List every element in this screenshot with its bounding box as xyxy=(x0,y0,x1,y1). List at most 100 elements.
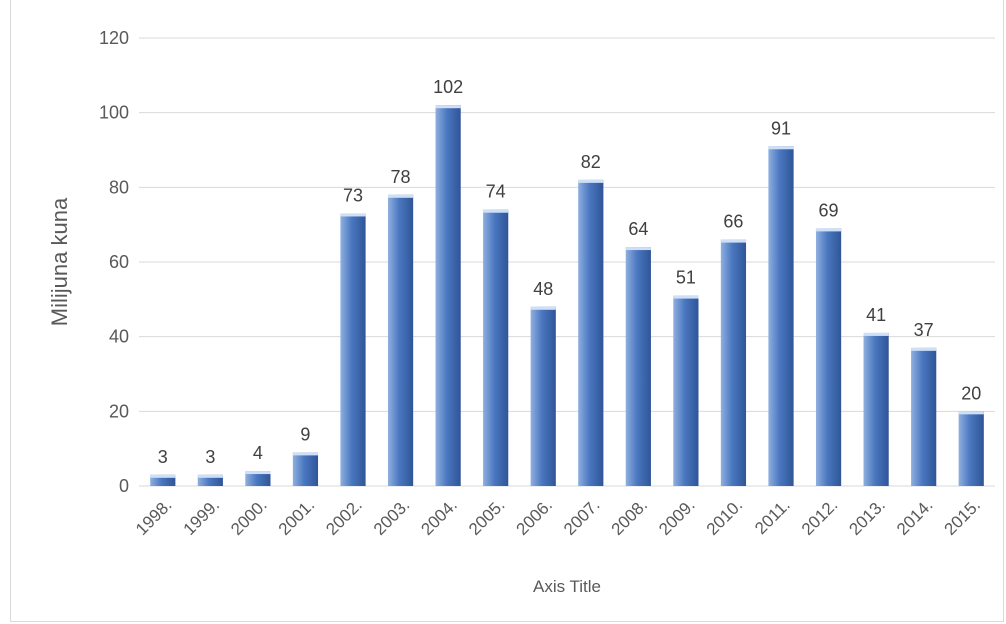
bar-top-bevel xyxy=(720,239,747,243)
y-axis-ticks: 0 20 40 60 80 100 120 xyxy=(99,28,129,496)
x-tick-label: 2005. xyxy=(465,495,509,539)
bar-top-bevel xyxy=(530,306,556,310)
bar-body xyxy=(958,411,984,486)
bar-body xyxy=(815,228,842,486)
x-tick-label: 2014. xyxy=(893,495,937,539)
bar-body xyxy=(578,179,604,486)
data-label: 3 xyxy=(158,447,168,467)
data-label: 91 xyxy=(771,118,791,138)
bar-body xyxy=(292,452,319,486)
data-labels: 3 3 4 9 73 78 102 74 48 82 64 51 66 91 69 41 37 20 xyxy=(158,77,981,467)
x-tick-label: 2009. xyxy=(655,495,699,539)
bar xyxy=(435,105,461,486)
bar xyxy=(197,474,223,486)
bar xyxy=(720,239,747,486)
bar-body xyxy=(720,239,747,486)
data-label: 82 xyxy=(581,152,601,172)
data-label: 41 xyxy=(866,305,886,325)
y-tick-label: 0 xyxy=(119,476,129,496)
bar-top-bevel xyxy=(245,471,271,475)
bar-top-bevel xyxy=(197,474,223,478)
bar xyxy=(245,471,271,486)
data-label: 3 xyxy=(205,447,215,467)
bar-body xyxy=(911,347,937,486)
bar-top-bevel xyxy=(292,452,319,456)
x-tick-label: 2000. xyxy=(227,495,271,539)
data-label: 51 xyxy=(676,268,696,288)
bar xyxy=(150,474,176,486)
data-label: 48 xyxy=(533,279,553,299)
bar-top-bevel xyxy=(673,295,699,299)
bar xyxy=(340,213,366,486)
gridlines xyxy=(139,37,995,487)
x-tick-label: 2007. xyxy=(560,495,604,539)
bar-body xyxy=(768,146,794,486)
bar xyxy=(483,209,509,486)
bar xyxy=(292,452,319,486)
bar xyxy=(625,247,651,486)
bar-body xyxy=(435,105,461,486)
x-tick-label: 1998. xyxy=(132,495,176,539)
bar-top-bevel xyxy=(340,213,366,217)
data-label: 73 xyxy=(343,185,363,205)
bar xyxy=(673,295,699,486)
y-tick-label: 100 xyxy=(99,103,129,123)
x-tick-label: 2003. xyxy=(370,495,414,539)
chart-frame: 0 20 40 60 80 100 120 3 3 4 9 73 78 102 74 48 82 64 51 66 9… xyxy=(10,0,1004,622)
y-tick-label: 40 xyxy=(109,327,129,347)
bar-body xyxy=(387,194,414,487)
x-tick-label: 2008. xyxy=(608,495,652,539)
bar-top-bevel xyxy=(958,411,984,415)
y-tick-label: 120 xyxy=(99,28,129,48)
bar xyxy=(578,179,604,486)
x-tick-label: 2004. xyxy=(417,495,461,539)
y-tick-label: 20 xyxy=(109,401,129,421)
bar-body xyxy=(625,247,651,486)
x-tick-label: 2002. xyxy=(322,495,366,539)
bar xyxy=(863,332,889,486)
y-axis-title: Milijuna kuna xyxy=(47,197,72,326)
bar-top-bevel xyxy=(150,474,176,478)
y-tick-label: 80 xyxy=(109,177,129,197)
bar xyxy=(768,146,794,486)
bar xyxy=(815,228,842,486)
data-label: 9 xyxy=(300,424,310,444)
bar-body xyxy=(673,295,699,486)
bar-top-bevel xyxy=(625,247,651,251)
y-tick-label: 60 xyxy=(109,252,129,272)
bar-body xyxy=(863,332,889,486)
data-label: 102 xyxy=(433,77,463,97)
bar-top-bevel xyxy=(387,194,414,198)
x-tick-label: 1999. xyxy=(180,495,224,539)
bar xyxy=(387,194,414,487)
bar-top-bevel xyxy=(815,228,842,232)
bar-top-bevel xyxy=(483,209,509,213)
data-label: 78 xyxy=(391,167,411,187)
bar-body xyxy=(245,471,271,486)
bar-body xyxy=(340,213,366,486)
bar-top-bevel xyxy=(768,146,794,150)
bars xyxy=(150,105,984,487)
data-label: 66 xyxy=(723,212,743,232)
x-tick-label: 2006. xyxy=(513,495,557,539)
x-tick-label: 2001. xyxy=(275,495,319,539)
x-tick-label: 2013. xyxy=(845,495,889,539)
x-tick-label: 2011. xyxy=(751,495,794,538)
data-label: 37 xyxy=(914,320,934,340)
x-tick-label: 2015. xyxy=(941,495,985,539)
data-label: 4 xyxy=(253,443,263,463)
data-label: 69 xyxy=(819,200,839,220)
x-axis-title: Axis Title xyxy=(533,577,601,596)
bar-body xyxy=(197,474,223,486)
bar-top-bevel xyxy=(435,105,461,109)
bar xyxy=(530,306,556,486)
x-tick-label: 2012. xyxy=(798,495,842,539)
bar-body xyxy=(530,306,556,486)
bar xyxy=(911,347,937,486)
bar-top-bevel xyxy=(863,332,889,336)
data-label: 64 xyxy=(628,219,648,239)
data-label: 74 xyxy=(486,182,506,202)
x-axis-ticks: 1998. 1999. 2000. 2001. 2002. 2003. 2004. 2005.… xyxy=(132,495,984,539)
data-label: 20 xyxy=(961,383,981,403)
bar xyxy=(958,411,984,486)
